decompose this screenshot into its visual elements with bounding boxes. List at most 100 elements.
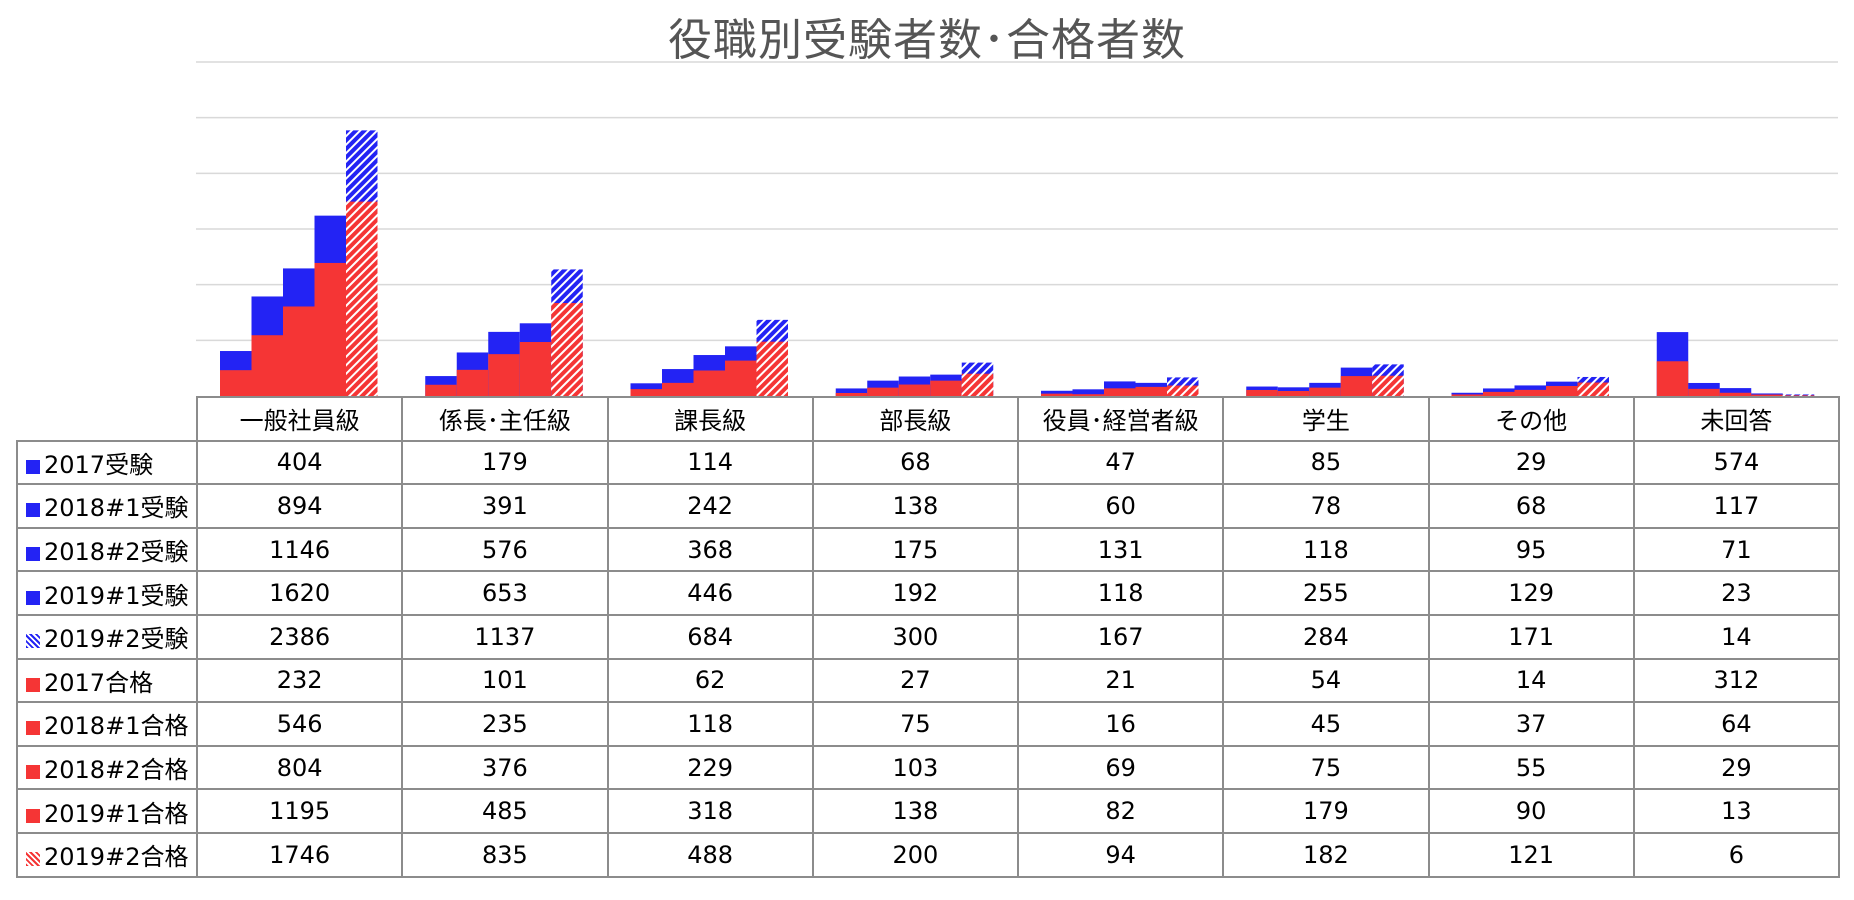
data-value: 29 (1427, 439, 1635, 486)
category-label: 一般社員級 (195, 396, 404, 442)
pass-bar-2018#1合格 (662, 382, 694, 396)
data-value: 485 (401, 788, 609, 834)
data-value: 60 (1016, 483, 1225, 529)
data-value: 546 (195, 701, 404, 747)
exam-bar-2019#2受験 (1782, 394, 1815, 396)
data-value: 114 (606, 439, 814, 486)
data-value: 75 (811, 701, 1020, 747)
data-value: 1746 (195, 831, 404, 878)
data-value: 138 (811, 788, 1020, 834)
pass-bar-2019#1合格 (314, 262, 346, 396)
data-table: 一般社員級 係長･主任級 課長級 部長級 役員･経営者級 学生 その他 未回答 2017受験 4… (16, 396, 1841, 878)
pass-bar-2019#2合格 (756, 341, 788, 396)
pass-bar-2018#1合格 (1688, 388, 1720, 396)
pass-bar-2018#2合格 (283, 306, 315, 396)
data-value: 64 (1632, 701, 1841, 747)
data-value: 684 (606, 613, 814, 660)
data-value: 21 (1016, 657, 1225, 704)
data-value: 121 (1427, 831, 1635, 878)
data-value: 200 (811, 831, 1020, 878)
pass-bar-2018#2合格 (488, 354, 520, 396)
table-row: 2019#1受験 1620 653 446 192 118 255 129 23 (16, 570, 1841, 616)
table-row: 2019#1合格 1195 485 318 138 82 179 90 13 (16, 788, 1841, 834)
data-value: 68 (811, 439, 1020, 486)
pass-bar-2017合格 (1451, 394, 1483, 396)
pass-bar-2017合格 (1656, 361, 1689, 396)
data-value: 101 (401, 657, 609, 704)
pass-bar-2017合格 (1246, 389, 1278, 396)
table-row: 2017合格 232 101 62 27 21 54 14 312 (16, 657, 1841, 704)
data-value: 229 (606, 744, 814, 791)
series-name: 2019#2受験 (44, 625, 189, 654)
legend-entry: 2018#2受験 (16, 526, 198, 573)
bar-chart-plot (196, 61, 1838, 396)
data-value: 179 (401, 439, 609, 486)
pass-bar-2018#2合格 (1309, 387, 1341, 396)
data-value: 55 (1427, 744, 1635, 791)
legend-swatch (26, 852, 40, 867)
category-label: その他 (1427, 396, 1635, 442)
series-name: 2017合格 (44, 668, 154, 697)
pass-bar-2019#1合格 (1340, 376, 1373, 396)
data-value: 16 (1016, 701, 1225, 747)
pass-bar-2019#1合格 (725, 360, 757, 396)
pass-bar-2017合格 (425, 384, 457, 396)
legend-entry: 2019#1合格 (16, 788, 198, 834)
data-value: 62 (606, 657, 814, 704)
legend-entry: 2019#2受験 (16, 613, 198, 660)
data-value: 167 (1016, 613, 1225, 660)
pass-bar-2019#2合格 (346, 201, 378, 396)
table-row: 2019#2合格 1746 835 488 200 94 182 121 6 (16, 831, 1841, 878)
exam-bar-2018#2受験 (1719, 388, 1752, 396)
series-name: 2019#1受験 (44, 581, 189, 610)
pass-bar-2019#1合格 (1546, 385, 1578, 396)
legend-entry: 2018#1合格 (16, 701, 198, 747)
pass-bar-2017合格 (630, 389, 662, 396)
data-value: 1620 (195, 570, 404, 616)
pass-bar-2019#2合格 (961, 373, 994, 396)
exam-bar-2017受験 (1451, 392, 1483, 396)
legend-swatch (26, 677, 40, 692)
data-value: 131 (1016, 526, 1225, 573)
series-name: 2019#1合格 (44, 799, 189, 828)
data-value: 391 (401, 483, 609, 529)
data-value: 94 (1016, 831, 1225, 878)
pass-bar-2017合格 (220, 370, 252, 396)
category-label: 学生 (1222, 396, 1430, 442)
pass-bar-2018#1合格 (1483, 391, 1515, 396)
data-value: 182 (1222, 831, 1430, 878)
legend-swatch (26, 721, 40, 736)
data-value: 312 (1632, 657, 1841, 704)
legend-swatch (26, 765, 40, 780)
data-value: 232 (195, 657, 404, 704)
data-value: 118 (1222, 526, 1430, 573)
legend-swatch (26, 808, 40, 823)
data-value: 29 (1632, 744, 1841, 791)
pass-bar-2018#1合格 (1277, 390, 1310, 396)
data-value: 175 (811, 526, 1020, 573)
data-value: 95 (1427, 526, 1635, 573)
table-row: 2017受験 404 179 114 68 47 85 29 574 (16, 439, 1841, 486)
legend-swatch (26, 634, 40, 649)
data-value: 54 (1222, 657, 1430, 704)
data-value: 446 (606, 570, 814, 616)
data-value: 85 (1222, 439, 1430, 486)
data-value: 23 (1632, 570, 1841, 616)
table-row: 2018#2受験 1146 576 368 175 131 118 95 71 (16, 526, 1841, 573)
data-value: 103 (811, 744, 1020, 791)
legend-entry: 2017合格 (16, 657, 198, 704)
category-label: 係長･主任級 (401, 396, 609, 442)
pass-bar-2018#2合格 (693, 370, 725, 396)
series-name: 2017受験 (44, 450, 154, 479)
category-label: 課長級 (606, 396, 814, 442)
table-row: 2018#1合格 546 235 118 75 16 45 37 64 (16, 701, 1841, 747)
pass-bar-2019#1合格 (930, 380, 962, 396)
pass-bar-2019#2合格 (551, 303, 583, 396)
pass-bar-2018#2合格 (898, 384, 931, 396)
data-value: 13 (1632, 788, 1841, 834)
pass-bar-2019#2合格 (1372, 375, 1404, 396)
legend-entry: 2017受験 (16, 439, 198, 486)
data-value: 1146 (195, 526, 404, 573)
data-value: 37 (1427, 701, 1635, 747)
pass-bar-2018#1合格 (867, 387, 899, 396)
